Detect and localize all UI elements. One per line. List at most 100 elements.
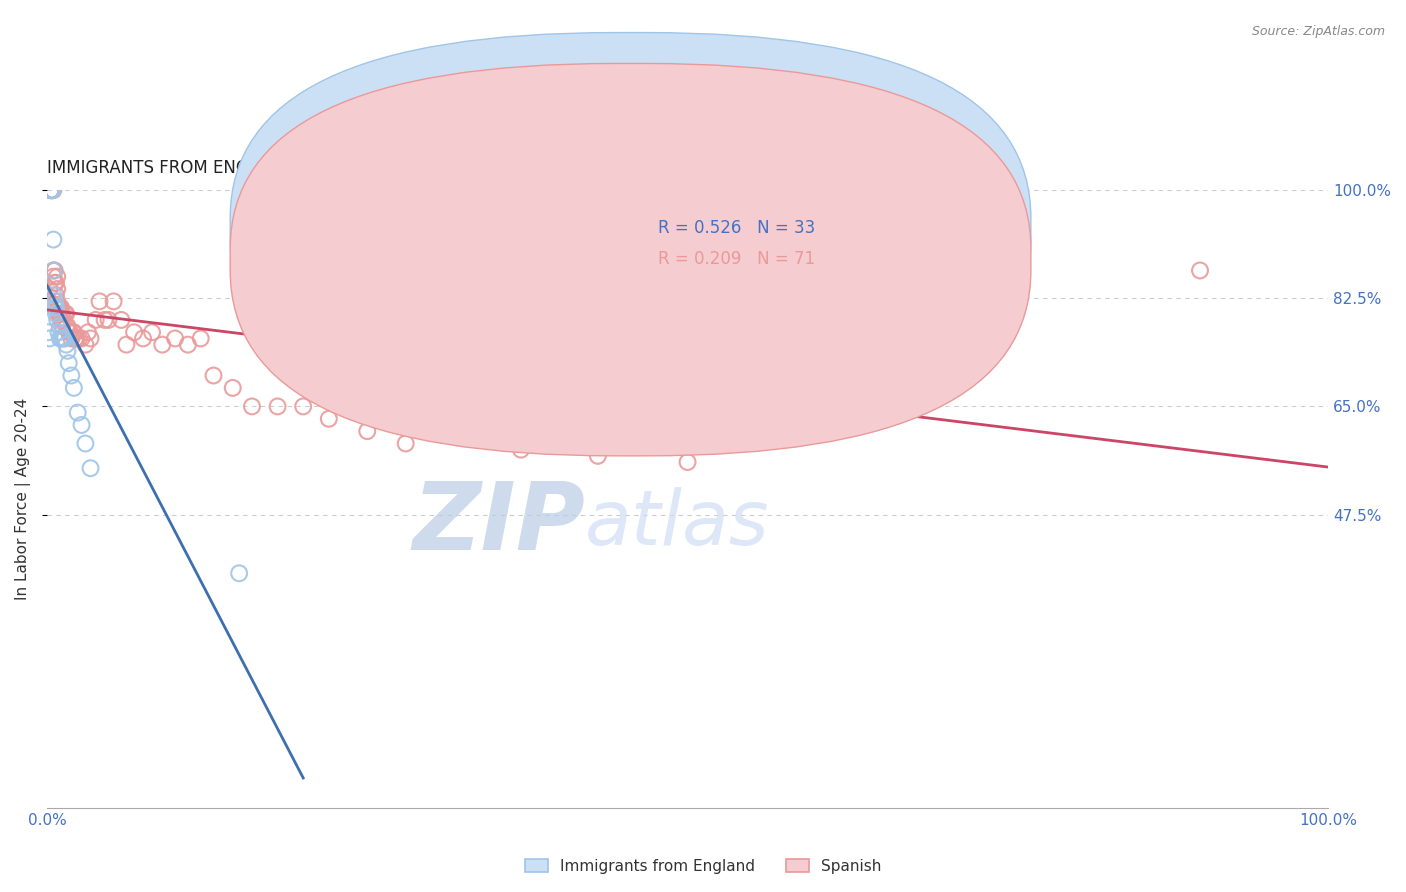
Point [42, 269, 65, 284]
Point [49, 331, 72, 345]
Point [48, 301, 70, 315]
Point [42, 233, 65, 247]
Point [202, 368, 225, 383]
Point [55, 307, 77, 321]
Point [222, 381, 245, 395]
Point [44, 294, 66, 309]
Point [75, 337, 97, 351]
Point [177, 337, 200, 351]
FancyBboxPatch shape [231, 63, 1031, 456]
Point [395, 436, 418, 450]
Point [55, 319, 77, 334]
Point [75, 436, 97, 450]
Point [115, 337, 138, 351]
Point [55, 337, 77, 351]
Point [60, 368, 83, 383]
Point [46, 282, 69, 296]
Legend: Immigrants from England, Spanish: Immigrants from England, Spanish [519, 853, 887, 880]
Point [56, 343, 79, 358]
Point [84, 313, 107, 327]
Point [49, 301, 72, 315]
Point [39, 183, 62, 197]
Point [676, 455, 699, 469]
Point [356, 424, 378, 438]
Point [45, 288, 67, 302]
Text: atlas: atlas [585, 487, 769, 561]
Point [97, 313, 120, 327]
Point [42, 263, 65, 277]
Point [292, 400, 315, 414]
Point [165, 331, 187, 345]
Point [62, 325, 84, 339]
Point [132, 331, 155, 345]
Point [63, 331, 86, 345]
Text: R = 0.526   N = 33: R = 0.526 N = 33 [658, 219, 815, 237]
Point [63, 381, 86, 395]
Point [41, 183, 63, 197]
Point [41, 183, 63, 197]
Point [49, 319, 72, 334]
Point [77, 325, 100, 339]
Point [44, 301, 66, 315]
Point [51, 307, 73, 321]
Point [41, 183, 63, 197]
Point [39, 183, 62, 197]
Point [510, 442, 533, 457]
Point [997, 282, 1019, 296]
Point [49, 313, 72, 327]
Point [150, 337, 173, 351]
Point [93, 313, 115, 327]
Point [49, 307, 72, 321]
Point [46, 269, 69, 284]
Point [228, 566, 250, 581]
Point [318, 411, 340, 425]
Point [46, 294, 69, 309]
Point [58, 325, 80, 339]
Point [51, 319, 73, 334]
Point [446, 430, 468, 444]
Point [49, 301, 72, 315]
Point [53, 331, 76, 345]
Y-axis label: In Labor Force | Age 20-24: In Labor Force | Age 20-24 [15, 398, 31, 600]
Point [66, 406, 89, 420]
Point [48, 307, 70, 321]
Point [41, 183, 63, 197]
Point [56, 319, 79, 334]
Point [45, 307, 67, 321]
Point [110, 313, 132, 327]
Point [52, 331, 75, 345]
Point [37, 294, 59, 309]
Point [52, 313, 75, 327]
Point [63, 325, 86, 339]
Point [37, 325, 59, 339]
Point [586, 449, 609, 463]
Point [48, 325, 70, 339]
Text: ZIP: ZIP [412, 478, 585, 570]
Point [240, 400, 263, 414]
Point [41, 183, 63, 197]
Point [45, 276, 67, 290]
Point [804, 424, 827, 438]
Point [70, 331, 93, 345]
Point [122, 325, 145, 339]
FancyBboxPatch shape [231, 33, 1031, 425]
Point [190, 331, 212, 345]
Point [89, 294, 111, 309]
Point [46, 313, 69, 327]
Point [53, 307, 76, 321]
Text: Source: ZipAtlas.com: Source: ZipAtlas.com [1251, 25, 1385, 38]
Point [51, 331, 73, 345]
Point [44, 276, 66, 290]
FancyBboxPatch shape [598, 205, 860, 283]
Point [49, 331, 72, 345]
Point [60, 331, 83, 345]
Point [79, 461, 101, 475]
Point [39, 183, 62, 197]
Point [79, 331, 101, 345]
Point [41, 183, 63, 197]
Point [58, 356, 80, 370]
Point [67, 331, 90, 345]
Point [44, 263, 66, 277]
Point [42, 263, 65, 277]
Point [41, 183, 63, 197]
